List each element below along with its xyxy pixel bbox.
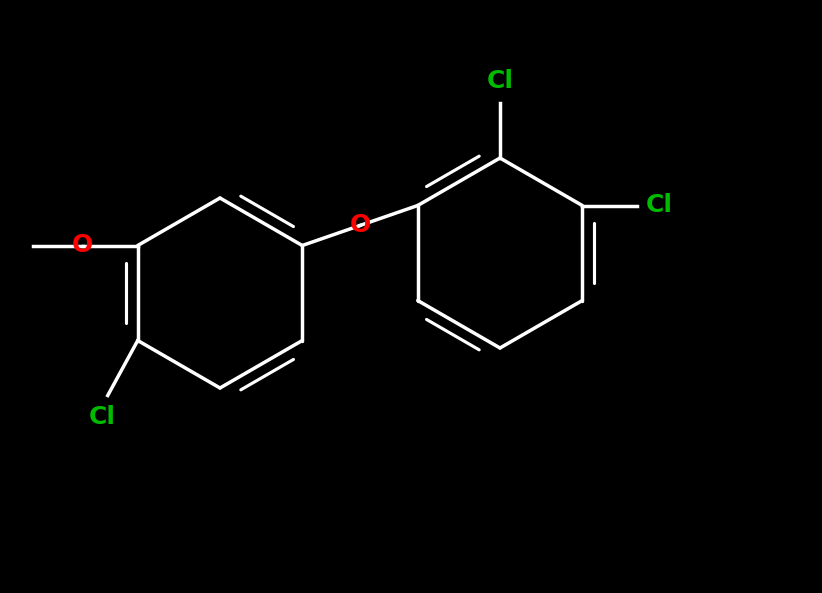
Text: O: O: [72, 234, 94, 257]
Text: Cl: Cl: [645, 193, 672, 218]
Text: O: O: [349, 213, 371, 238]
Text: Cl: Cl: [487, 69, 514, 93]
Text: Cl: Cl: [90, 406, 116, 429]
